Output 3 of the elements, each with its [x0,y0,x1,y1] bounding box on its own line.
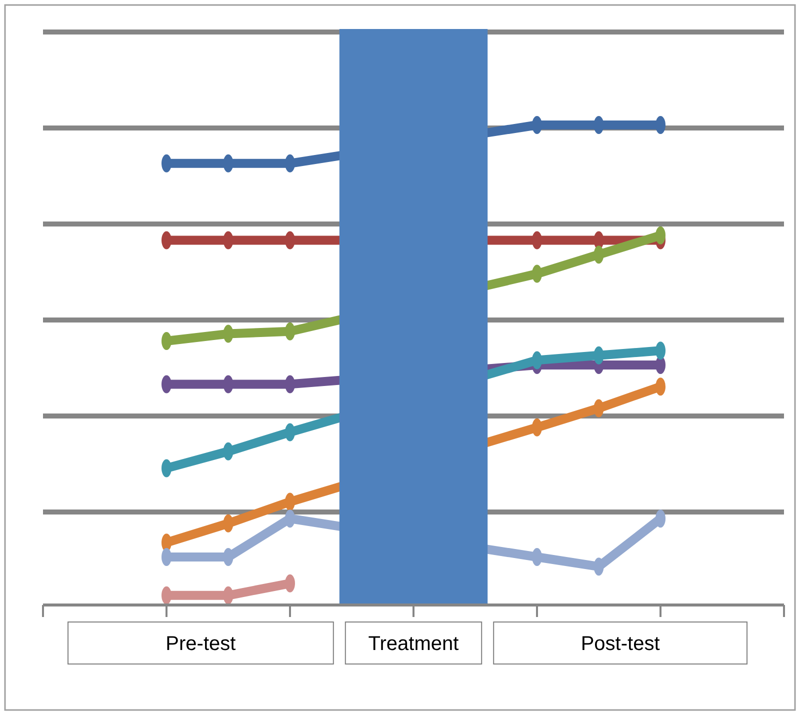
text: Post-test [580,633,660,655]
text: Treatment [368,633,460,655]
text: Pre-test [166,633,236,655]
